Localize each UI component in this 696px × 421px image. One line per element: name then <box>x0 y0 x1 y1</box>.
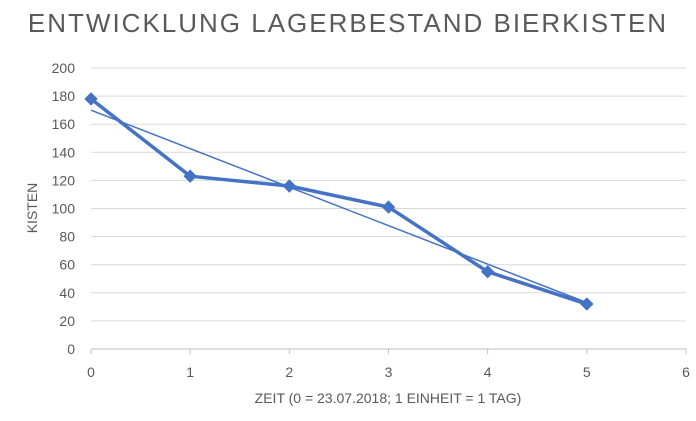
series-line <box>89 97 588 306</box>
x-tick-label: 0 <box>87 364 95 380</box>
y-tick-label: 200 <box>52 60 76 76</box>
x-tick-label: 3 <box>385 364 393 380</box>
y-tick-label: 160 <box>52 116 76 132</box>
data-point-marker <box>183 169 197 183</box>
x-tick-label: 2 <box>285 364 293 380</box>
x-tick-label: 5 <box>583 364 591 380</box>
x-tick-label: 4 <box>484 364 492 380</box>
y-tick-label: 140 <box>52 144 76 160</box>
y-tick-label: 80 <box>59 229 75 245</box>
data-point-marker <box>84 92 98 106</box>
y-tick-label: 20 <box>59 313 75 329</box>
trendline <box>90 109 588 304</box>
data-point-marker <box>282 179 297 193</box>
x-tick-label: 6 <box>682 364 690 380</box>
x-tick-label: 1 <box>186 364 194 380</box>
data-point-marker <box>381 200 396 214</box>
y-tick-label: 60 <box>59 257 75 273</box>
x-axis-label: ZEIT (0 = 23.07.2018; 1 EINHEIT = 1 TAG) <box>254 390 522 406</box>
y-tick-label: 100 <box>52 201 76 217</box>
y-tick-label: 180 <box>52 88 76 104</box>
y-tick-label: 40 <box>59 285 75 301</box>
data-point-marker <box>580 297 594 311</box>
y-tick-label: 120 <box>52 172 76 188</box>
data-point-marker <box>480 265 495 279</box>
y-tick-label: 0 <box>67 341 75 357</box>
chart-title: ENTWICKLUNG LAGERBESTAND BIERKISTEN <box>27 8 669 38</box>
